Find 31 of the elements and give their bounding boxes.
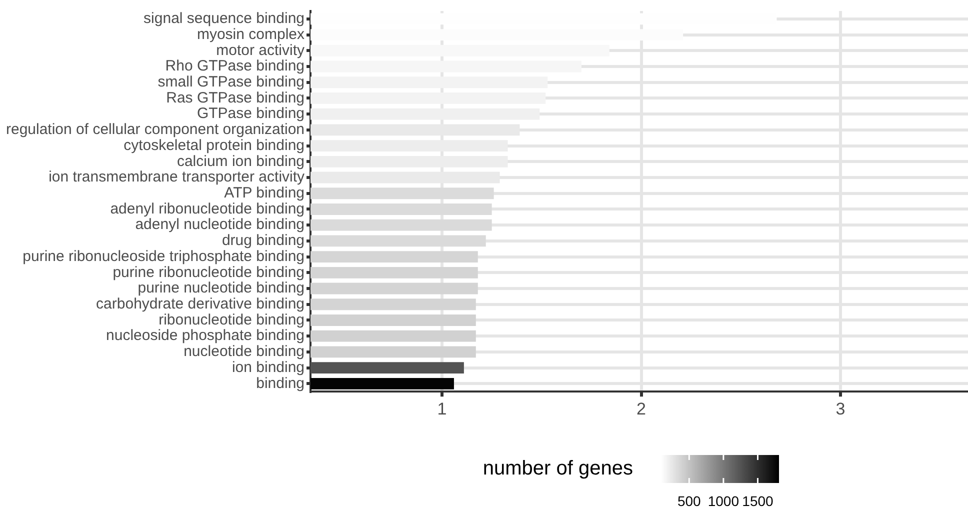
y-tick-label: ion transmembrane transporter activity [48,168,306,186]
y-tick-label: binding [256,374,305,392]
y-tick-label: ATP binding [224,184,305,202]
color-bar-label: 500 [677,492,702,509]
color-bar-title: number of genes [482,458,633,480]
y-tick-label: myosin complex [196,26,306,43]
x-tick-label: 2 [636,399,646,418]
y-tick-label: nucleoside phosphate binding [106,327,305,344]
y-tick-label: ribonucleotide binding [158,311,305,328]
y-tick-label: purine ribonucleoside triphosphate binding [22,248,305,265]
y-tick-label: calcium ion binding [176,152,305,170]
y-tick-label: carbohydrate derivative binding [96,296,305,313]
y-tick-label: purine nucleotide binding [138,280,305,297]
y-tick-label: adenyl ribonucleotide binding [110,200,305,218]
x-tick-label: 1 [437,399,447,418]
y-tick-label: small GTPase binding [158,74,305,91]
y-tick-label: drug binding [222,232,305,250]
y-tick-label: adenyl nucleotide binding [135,216,305,234]
y-tick-label: nucleotide binding [184,343,305,360]
color-bar-label: 1500 [742,492,774,509]
y-tick-label: cytoskeletal protein binding [124,136,305,154]
y-tick-label: Rho GTPase binding [165,58,305,75]
y-tick-label: signal sequence binding [144,10,305,28]
x-tick-label: 3 [836,399,846,418]
color-bar-label: 1000 [708,492,740,509]
y-tick-label: motor activity [216,42,306,59]
y-tick-label: Ras GTPase binding [166,89,305,106]
y-tick-label: ion binding [232,358,305,376]
y-tick-label: GTPase binding [196,105,305,122]
y-tick-label: purine ribonucleotide binding [112,264,305,281]
y-tick-label: regulation of cellular component organization [6,121,305,138]
